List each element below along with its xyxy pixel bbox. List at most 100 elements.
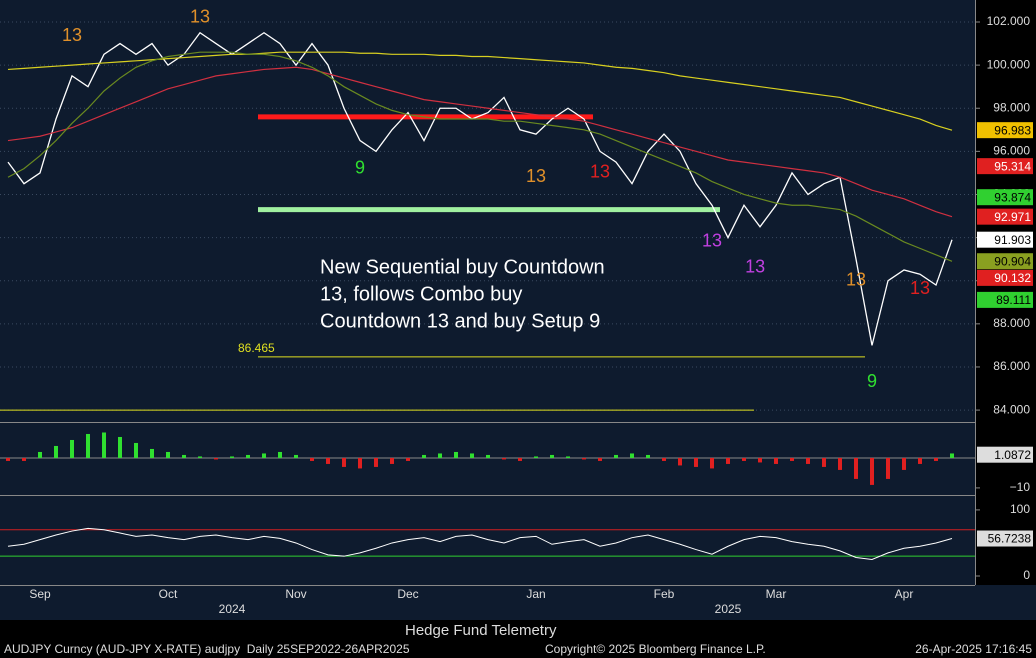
bar — [470, 453, 474, 458]
y-tick-label: 86.000 — [993, 359, 1030, 373]
y-tick-label: 96.000 — [993, 144, 1030, 158]
count-label: 13 — [526, 166, 546, 186]
bar — [854, 457, 858, 479]
bar — [630, 453, 634, 458]
bar — [934, 457, 938, 461]
bar — [902, 457, 906, 470]
count-label: 13 — [590, 162, 610, 182]
bar — [310, 457, 314, 461]
value-tag — [977, 253, 1033, 270]
value-tag-label: 96.983 — [994, 123, 1031, 137]
bar — [198, 456, 202, 458]
bar — [278, 451, 282, 458]
y-tick-label: 102.000 — [987, 14, 1031, 28]
bar — [566, 456, 570, 458]
bar — [438, 453, 442, 458]
security: AUDJPY Curncy (AUD-JPY X-RATE) audjpy Da… — [4, 642, 410, 656]
bar — [838, 457, 842, 470]
value-tag — [977, 530, 1033, 547]
value-tag — [977, 446, 1033, 463]
bar — [550, 454, 554, 458]
bar — [22, 457, 26, 461]
x-tick-label: Mar — [766, 587, 787, 601]
value-tag-label: 91.903 — [994, 233, 1031, 247]
bar — [342, 457, 346, 467]
count-label: 13 — [62, 25, 82, 45]
value-tag-label: 92.971 — [994, 210, 1031, 224]
series-line — [7, 51, 953, 262]
bar — [806, 457, 810, 464]
bar — [70, 439, 74, 458]
bar — [406, 457, 410, 461]
series-line — [7, 31, 953, 346]
bar — [38, 451, 42, 458]
value-tag-label: 56.7238 — [988, 532, 1032, 546]
x-axis-bg — [0, 585, 1036, 620]
bar — [166, 451, 170, 458]
chart: 84.00086.00088.00090.00092.00094.00096.0… — [0, 0, 1036, 620]
annotation: New Sequential buy Countdown — [320, 256, 605, 278]
bar — [726, 457, 730, 464]
y-tick-label: 88.000 — [993, 316, 1030, 330]
value-tag — [977, 122, 1033, 139]
value-tag — [977, 158, 1033, 175]
y-tick-label: 0 — [1023, 568, 1030, 582]
count-label: 13 — [702, 231, 722, 251]
bar — [870, 457, 874, 485]
timestamp: 26-Apr-2025 17:16:45 — [915, 642, 1032, 656]
bar — [294, 454, 298, 458]
value-tag — [977, 208, 1033, 225]
bar — [134, 442, 138, 458]
value-tag-label: 95.314 — [994, 159, 1031, 173]
bar — [246, 454, 250, 458]
x-tick-label: Feb — [654, 587, 675, 601]
x-tick-label: Sep — [29, 587, 51, 601]
bar — [358, 457, 362, 469]
count-label: 13 — [190, 6, 210, 26]
bar — [502, 457, 506, 460]
x-tick-label: Nov — [285, 587, 306, 601]
bar — [534, 456, 538, 458]
bar — [774, 457, 778, 464]
copyright: Copyright© 2025 Bloomberg Finance L.P. — [545, 642, 766, 656]
value-tag-label: 90.132 — [994, 271, 1031, 285]
value-tag-label: 1.0872 — [994, 448, 1031, 462]
bar — [758, 457, 762, 463]
y-tick-label: −10 — [1010, 480, 1031, 494]
bar — [678, 457, 682, 466]
y-tick-label: 84.000 — [993, 402, 1030, 416]
bar — [214, 457, 218, 460]
value-tag-label: 89.111 — [996, 293, 1031, 307]
bar — [454, 451, 458, 458]
bar — [710, 457, 714, 469]
footer-title: Hedge Fund Telemetry — [405, 622, 557, 639]
x-tick-label: Dec — [397, 587, 418, 601]
count-label: 9 — [355, 157, 365, 177]
bar — [182, 454, 186, 458]
bar — [822, 457, 826, 467]
bar — [230, 456, 234, 458]
bar — [646, 454, 650, 458]
bar — [950, 453, 954, 458]
bar — [614, 454, 618, 458]
bar — [886, 457, 890, 479]
annotation: Countdown 13 and buy Setup 9 — [320, 310, 600, 332]
value-tag — [977, 189, 1033, 206]
bar — [6, 457, 10, 461]
series-line — [7, 51, 953, 131]
bar — [662, 457, 666, 461]
value-tag-label: 90.904 — [994, 254, 1031, 268]
bar — [518, 457, 522, 461]
bar — [422, 454, 426, 458]
y-tick-label: 100.000 — [987, 57, 1031, 71]
bar — [486, 454, 490, 458]
x-tick-label: Oct — [159, 587, 178, 601]
value-tag-label: 93.874 — [994, 190, 1031, 204]
bar — [598, 457, 602, 461]
value-tag — [977, 291, 1033, 308]
value-tag — [977, 269, 1033, 286]
bar — [374, 457, 378, 467]
level-label: 86.465 — [238, 341, 275, 355]
year-label: 2025 — [715, 602, 742, 616]
